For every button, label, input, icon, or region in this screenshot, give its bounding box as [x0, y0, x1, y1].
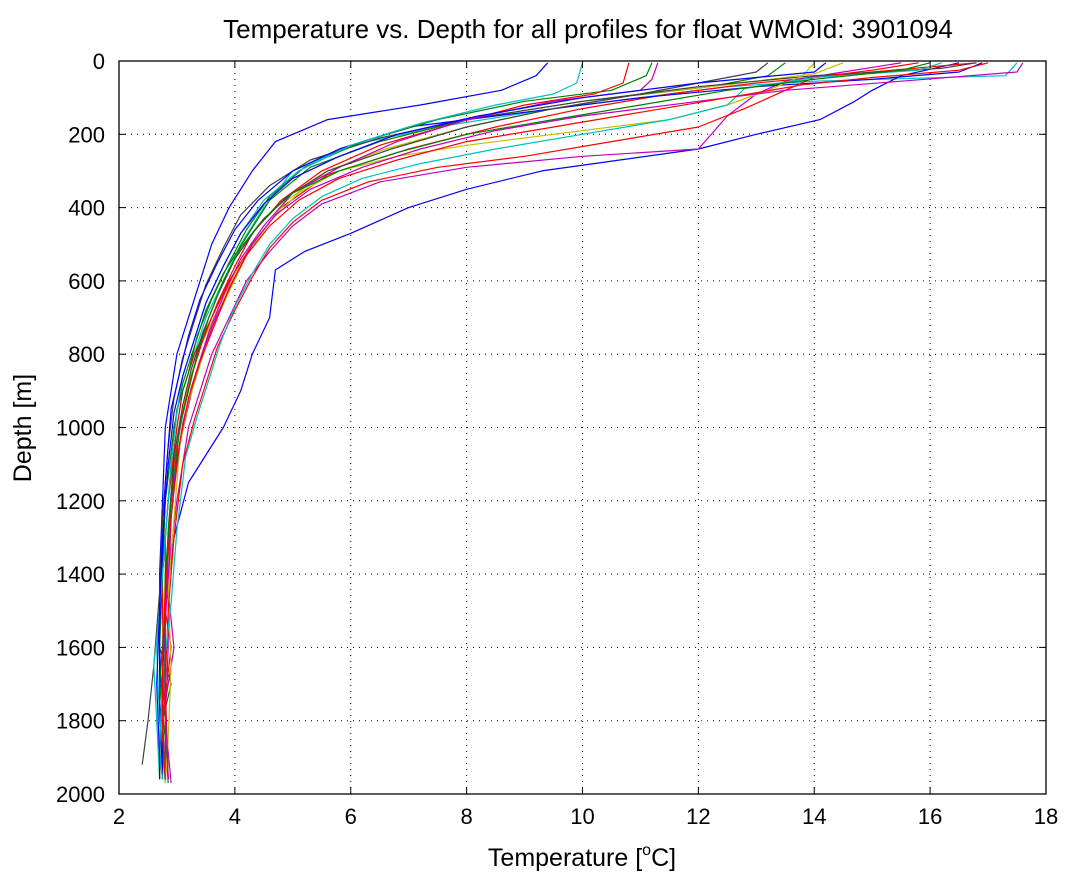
y-tick-labels: 0 200 400 600 800 1000 1200 1400 1600 1800 2000	[56, 49, 105, 807]
profile-line	[159, 62, 549, 780]
profile-line	[164, 62, 902, 784]
axis-ticks	[118, 60, 1047, 795]
y-tick-label: 1000	[56, 416, 105, 441]
profile-line	[161, 62, 960, 780]
x-axis-label-main: Temperature [	[488, 844, 642, 872]
profile-line	[161, 62, 989, 780]
x-tick-label: 8	[461, 804, 473, 829]
x-tick-label: 6	[345, 804, 357, 829]
y-tick-label: 600	[68, 269, 105, 294]
y-tick-label: 1800	[56, 709, 105, 734]
profile-line	[159, 62, 844, 780]
grid-lines	[118, 60, 1047, 795]
x-tick-labels: 2 4 6 8 10 12 14 16 18	[113, 804, 1058, 829]
profile-line	[159, 62, 769, 780]
profile-line	[164, 62, 659, 780]
x-tick-label: 2	[113, 804, 125, 829]
y-tick-label: 1200	[56, 489, 105, 514]
x-axis-label: Temperature [oC]	[488, 842, 676, 872]
profile-line	[161, 62, 931, 780]
x-tick-label: 16	[918, 804, 942, 829]
x-axis-label-unit: C]	[651, 844, 676, 872]
profile-line	[161, 62, 977, 780]
y-tick-label: 200	[68, 122, 105, 147]
y-tick-label: 1400	[56, 562, 105, 587]
y-tick-label: 0	[93, 49, 105, 74]
x-tick-label: 10	[570, 804, 594, 829]
y-tick-label: 400	[68, 196, 105, 221]
x-tick-label: 14	[802, 804, 826, 829]
x-tick-label: 12	[686, 804, 710, 829]
profile-line	[159, 62, 942, 780]
profile-line	[141, 62, 977, 765]
profile-lines	[141, 62, 1024, 784]
x-tick-label: 4	[229, 804, 241, 829]
x-tick-label: 18	[1034, 804, 1058, 829]
x-axis-label-superscript: o	[642, 842, 651, 859]
profile-line	[156, 62, 827, 780]
plot-frame	[118, 60, 1047, 795]
profile-line	[153, 62, 584, 780]
profile-line	[159, 62, 983, 780]
y-tick-label: 800	[68, 342, 105, 367]
y-tick-label: 1600	[56, 635, 105, 660]
profile-line	[164, 62, 815, 784]
profile-line	[164, 62, 919, 780]
y-axis-label: Depth [m]	[9, 374, 37, 482]
chart-title: Temperature vs. Depth for all profiles f…	[223, 14, 953, 44]
profile-line	[159, 62, 653, 784]
y-tick-label: 2000	[56, 782, 105, 807]
profile-line	[156, 62, 1018, 784]
